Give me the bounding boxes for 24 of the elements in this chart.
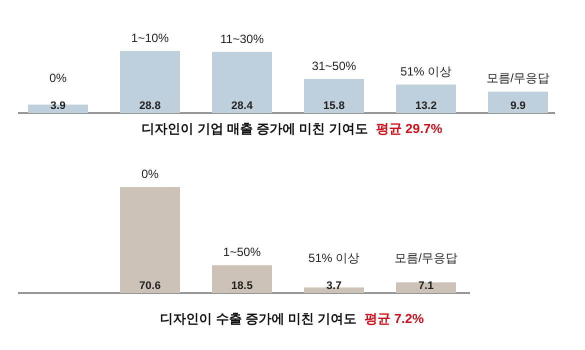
x-tick-label: 모름/무응답 (486, 71, 550, 85)
data-label: 13.2 (415, 100, 437, 112)
text: 디자인이 수출 증가에 미친 기여도 (160, 311, 357, 326)
x-tick-label: 1~10% (131, 31, 170, 45)
text: 평균 29.7% (376, 121, 443, 136)
data-label: 70.6 (139, 280, 161, 292)
data-label: 3.9 (50, 100, 66, 112)
text: 평균 7.2% (364, 311, 424, 326)
data-label: 9.9 (510, 100, 526, 112)
x-tick-label: 51% 이상 (308, 251, 360, 265)
x-tick-label: 31~50% (312, 58, 357, 73)
data-label: 7.1 (418, 280, 434, 292)
x-tick-label: 11~30% (220, 32, 264, 46)
data-label: 18.5 (231, 280, 253, 292)
x-tick-label: 0% (49, 71, 67, 85)
x-tick-label: 모름/무응답 (394, 251, 458, 265)
data-label: 28.8 (139, 100, 161, 112)
text: 디자인이 기업 매출 증가에 미친 기여도 (142, 121, 368, 136)
x-tick-label: 1~50% (223, 245, 262, 260)
data-label: 3.7 (326, 280, 342, 292)
data-label: 15.8 (323, 100, 345, 112)
x-tick-label: 0% (141, 167, 159, 181)
x-tick-label: 51% 이상 (400, 64, 452, 79)
data-label: 28.4 (231, 100, 254, 112)
